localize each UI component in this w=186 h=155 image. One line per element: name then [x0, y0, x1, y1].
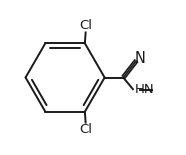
Text: HN: HN: [134, 83, 154, 96]
Text: Cl: Cl: [79, 123, 92, 136]
Text: N: N: [134, 51, 145, 66]
Text: Cl: Cl: [79, 19, 92, 32]
